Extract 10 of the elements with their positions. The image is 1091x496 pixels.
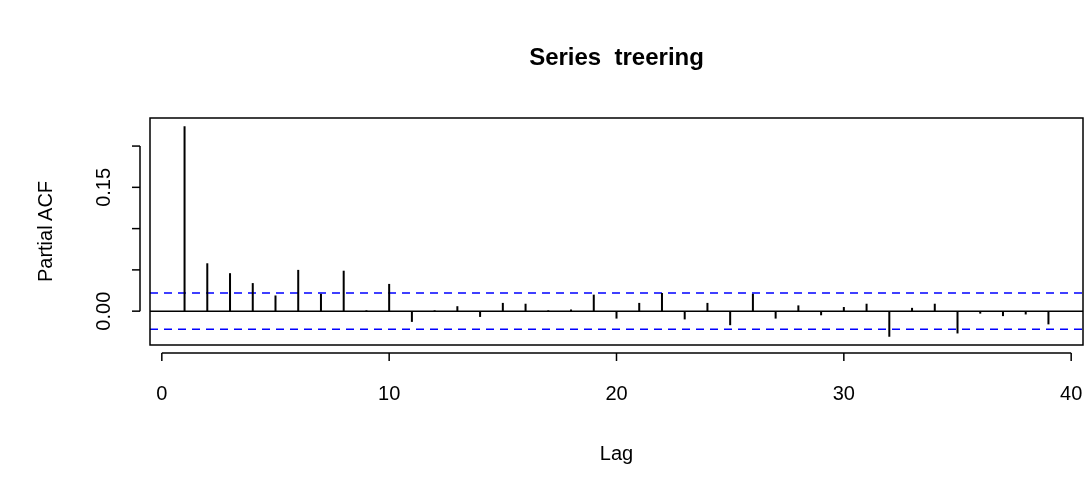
x-tick-label: 20	[605, 382, 628, 404]
y-axis-title: Partial ACF	[34, 180, 56, 283]
y-tick-label: 0.00	[92, 291, 114, 331]
x-tick-label: 40	[1060, 382, 1083, 404]
x-tick-label: 0	[156, 382, 168, 404]
chart-title: Series treering	[529, 43, 704, 70]
x-tick-label: 30	[832, 382, 855, 404]
y-tick-label: 0.15	[92, 167, 114, 207]
x-tick-label: 10	[378, 382, 401, 404]
x-axis-title: Lag	[599, 442, 634, 464]
